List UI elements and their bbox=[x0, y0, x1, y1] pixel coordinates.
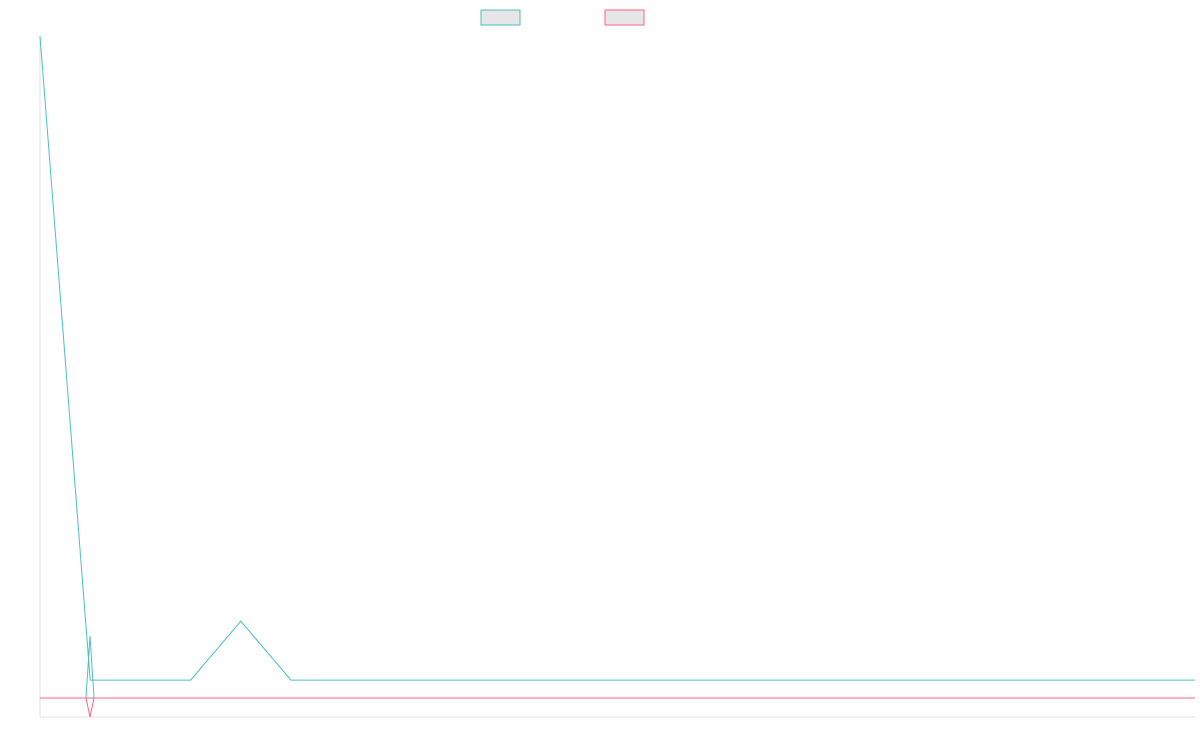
legend-swatch-series-1[interactable] bbox=[480, 9, 521, 26]
series-line-1 bbox=[39, 35, 1195, 681]
chart-legend[interactable] bbox=[480, 9, 645, 26]
series-layer bbox=[39, 35, 1195, 718]
legend-swatch-series-2[interactable] bbox=[604, 9, 645, 26]
chart-axes bbox=[39, 36, 1195, 718]
series-2-spike-mark bbox=[85, 697, 95, 718]
series-1-spike-mark bbox=[85, 635, 95, 699]
